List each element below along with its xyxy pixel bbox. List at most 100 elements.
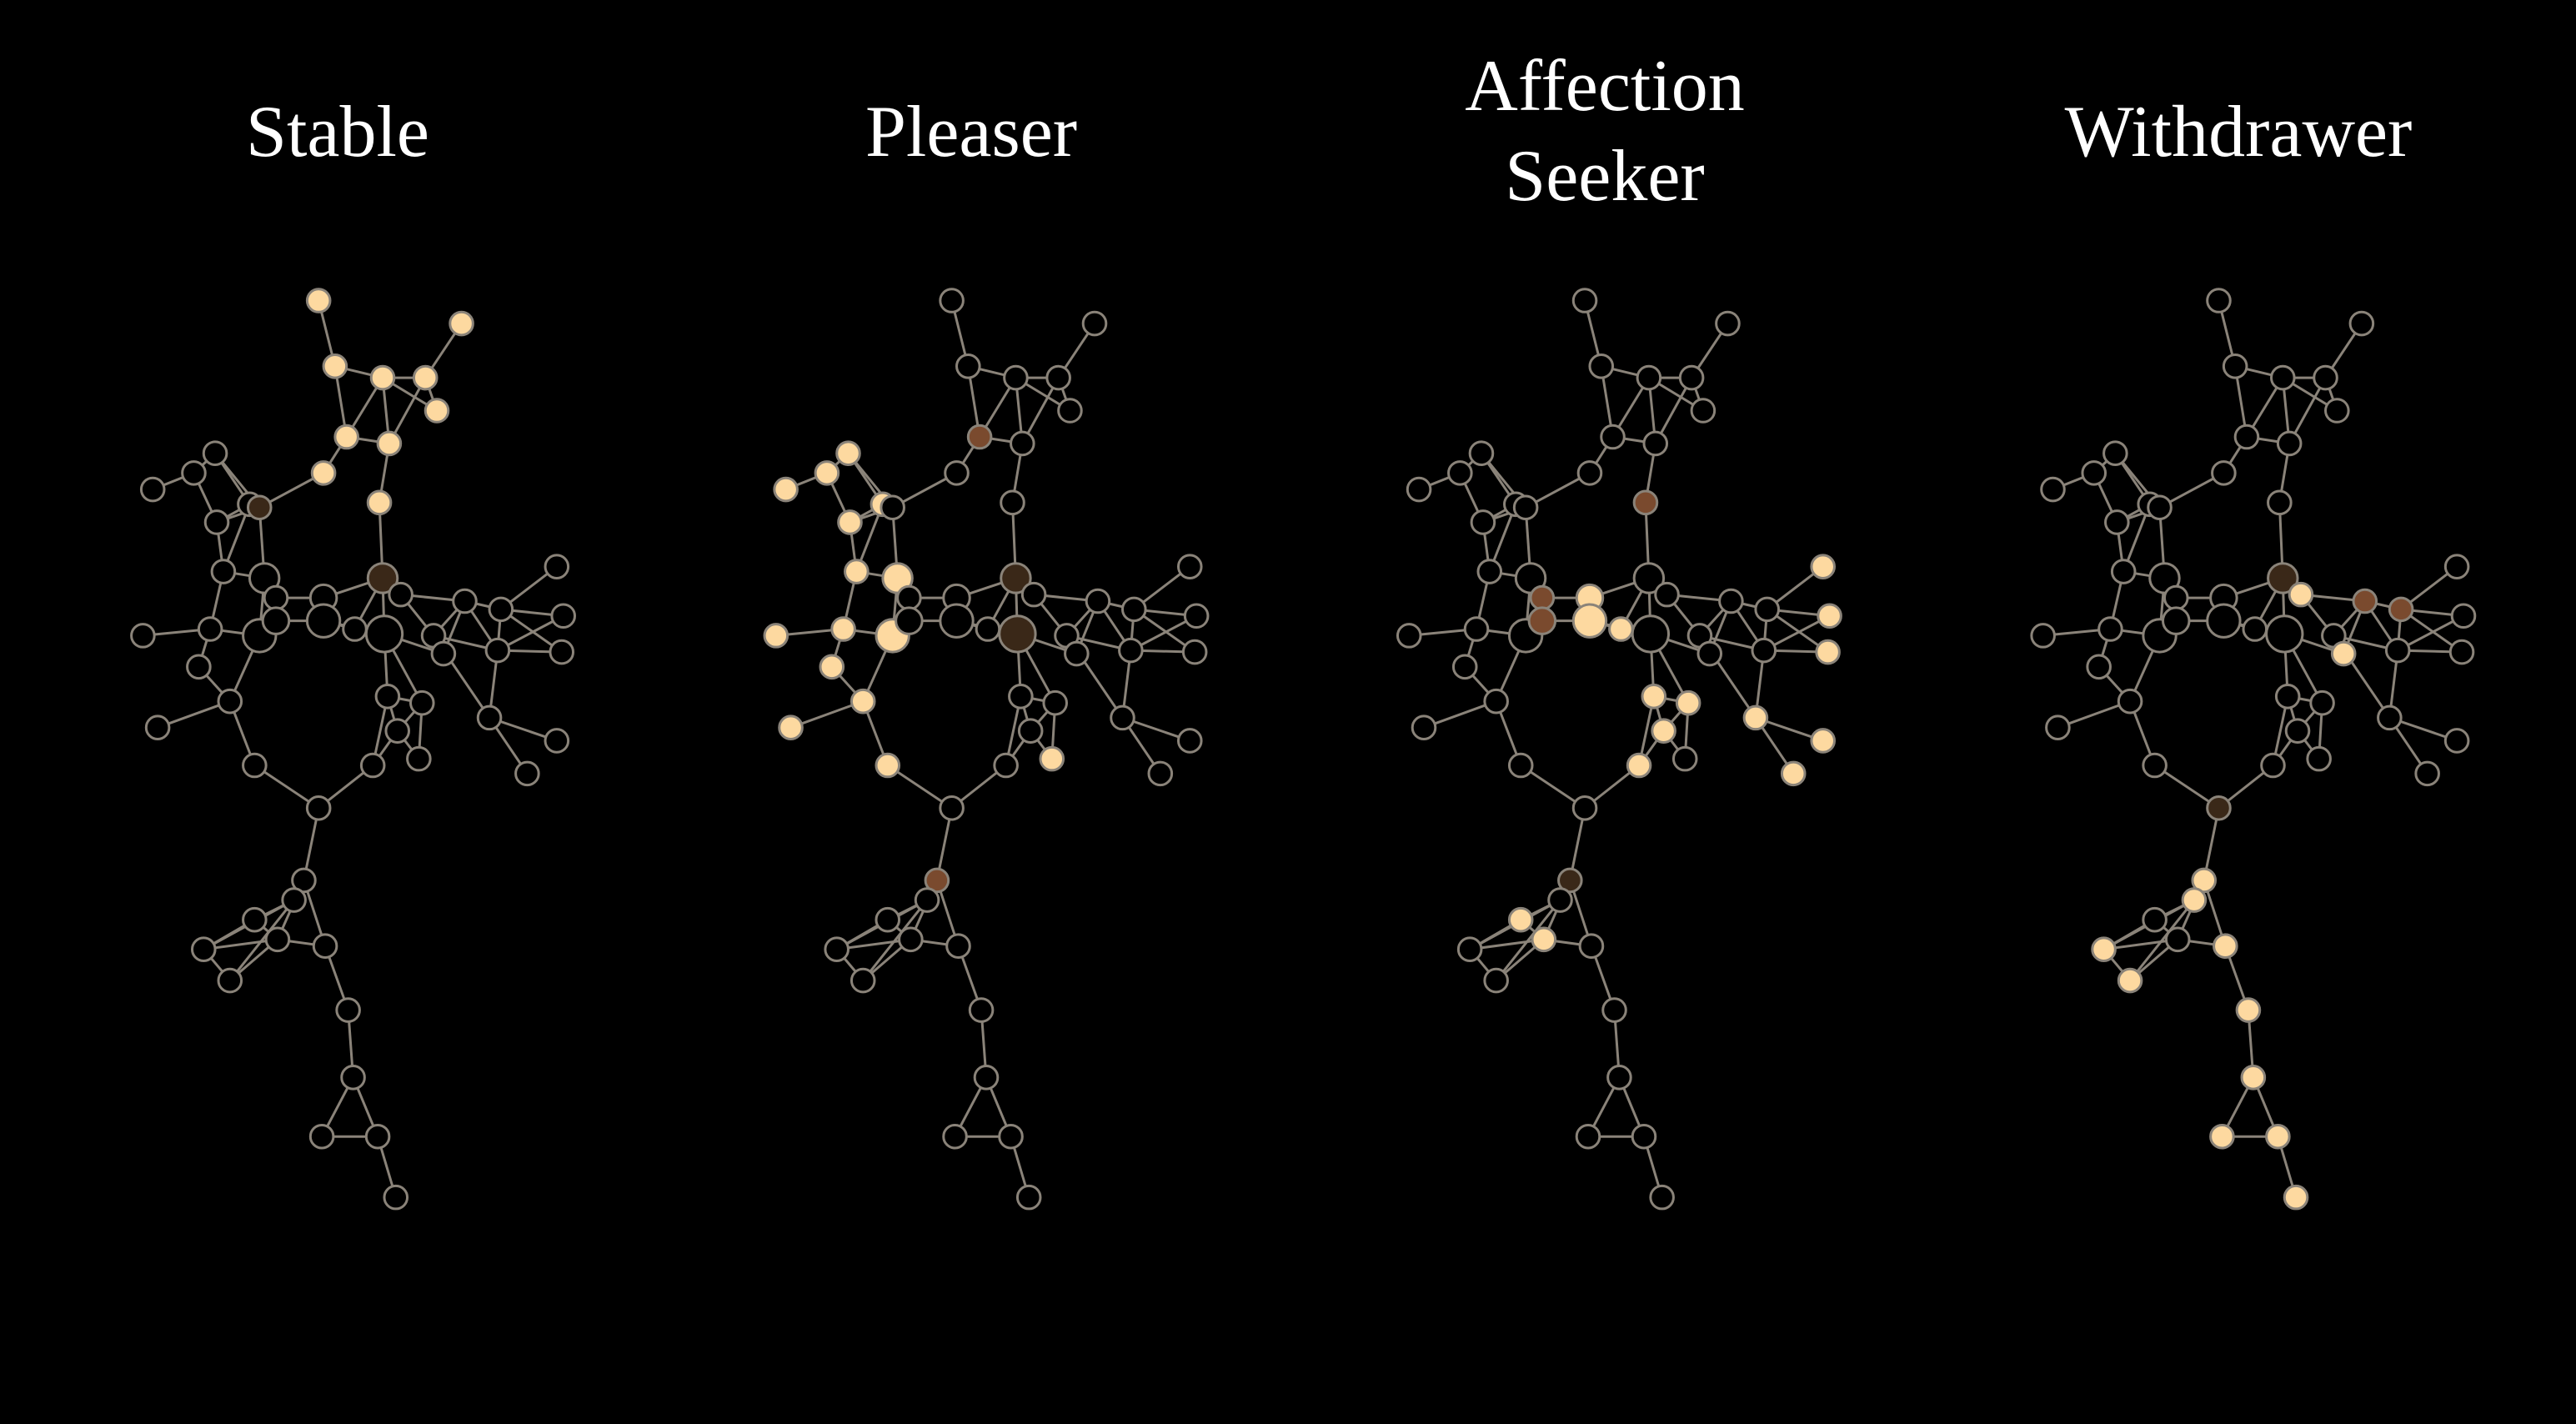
node-n6: [2110, 559, 2137, 584]
node-n50: [1507, 906, 1534, 933]
node-n28: [1631, 614, 1671, 654]
node-n51: [264, 926, 291, 953]
node-n29: [939, 603, 975, 639]
node-n12: [246, 494, 273, 521]
node-n19: [1678, 364, 1705, 391]
node-n62: [1547, 887, 1573, 913]
node-n59: [1015, 1184, 1042, 1211]
node-n44: [1810, 554, 1836, 579]
panel-title-affection-seeker-line-1: Affection: [1465, 46, 1745, 127]
node-n22: [1010, 430, 1035, 457]
node-n46: [1815, 639, 1841, 665]
node-n28: [2265, 614, 2304, 654]
node-n56: [1606, 1065, 1632, 1091]
node-n58: [2265, 1123, 2291, 1150]
node-n24: [2211, 460, 2237, 486]
node-n53: [1456, 936, 1483, 962]
node-n22: [2276, 430, 2303, 457]
node-n54: [945, 933, 971, 960]
panel-title-pleaser: Pleaser: [679, 88, 1263, 178]
node-n4: [837, 509, 863, 535]
node-n8: [763, 623, 789, 649]
panel-title-stable-line-1: Stable: [246, 92, 429, 173]
node-n38: [305, 795, 332, 821]
network-affection-seeker: [1396, 288, 1842, 1211]
node-n30: [342, 616, 368, 642]
node-n35: [406, 745, 432, 772]
node-n16: [939, 288, 965, 313]
node-n11: [2045, 715, 2071, 741]
node-n51: [1531, 926, 1557, 953]
node-n9: [819, 654, 845, 680]
node-n46: [549, 639, 575, 665]
node-n41: [1754, 596, 1781, 623]
node-n48: [544, 728, 570, 754]
node-n58: [1631, 1123, 1657, 1150]
node-n31: [1641, 683, 1667, 709]
node-n44: [1176, 554, 1203, 579]
node-n41: [1120, 596, 1147, 623]
node-n59: [1649, 1184, 1675, 1211]
node-n48: [2443, 728, 2470, 754]
network-withdrawer: [2030, 288, 2477, 1211]
node-n57: [2209, 1123, 2235, 1150]
node-n55: [335, 997, 361, 1023]
node-n21: [2324, 398, 2350, 424]
node-n45: [1817, 603, 1842, 629]
node-n7: [197, 616, 223, 642]
node-n29: [2206, 603, 2242, 639]
node-n61: [1020, 581, 1047, 608]
node-n23: [1600, 424, 1626, 450]
node-n2: [181, 460, 207, 486]
panel-title-stable: Stable: [46, 88, 629, 178]
node-n43: [1118, 637, 1144, 664]
node-n1: [773, 476, 799, 503]
node-n47: [1742, 704, 1769, 731]
node-n40: [1085, 588, 1111, 614]
node-n22: [376, 430, 403, 457]
node-n17: [955, 353, 981, 379]
node-n56: [2240, 1065, 2267, 1091]
node-n26: [366, 562, 399, 594]
node-n49: [1147, 760, 1174, 787]
node-n58: [364, 1123, 391, 1150]
node-n44: [2443, 554, 2470, 579]
node-n49: [514, 760, 540, 787]
node-n43: [2384, 637, 2411, 664]
node-n59: [2283, 1184, 2309, 1211]
node-n48: [1810, 728, 1836, 754]
edge-n15-n38: [2153, 764, 2220, 810]
node-n47: [1110, 704, 1135, 731]
node-n41: [2388, 596, 2414, 623]
node-n11: [1411, 715, 1437, 741]
node-n28: [998, 614, 1037, 654]
node-n36: [896, 584, 922, 611]
node-n50: [242, 906, 268, 933]
node-n40: [1718, 588, 1744, 614]
node-n3: [2102, 440, 2128, 467]
node-n52: [217, 967, 243, 994]
node-n62: [2181, 887, 2208, 913]
node-n30: [975, 616, 1001, 642]
node-n18: [1636, 364, 1662, 391]
node-n12: [2147, 494, 2173, 521]
node-n46: [2448, 639, 2475, 665]
node-n32: [409, 689, 435, 716]
node-n17: [2222, 353, 2248, 379]
node-n26: [2267, 562, 2299, 594]
node-n45: [2450, 603, 2477, 629]
node-n33: [1651, 718, 1676, 744]
node-n43: [484, 637, 511, 664]
node-n3: [835, 440, 861, 467]
edge-n10-n11: [157, 699, 231, 730]
node-n18: [1003, 364, 1029, 391]
node-n57: [308, 1123, 335, 1150]
node-n7: [1463, 616, 1490, 642]
node-n36: [1529, 584, 1556, 611]
node-n9: [186, 654, 212, 680]
node-n45: [1183, 603, 1210, 629]
panel-title-affection-seeker: Affection Seeker: [1313, 42, 1897, 222]
panel-title-withdrawer-line-1: Withdrawer: [2064, 92, 2413, 173]
